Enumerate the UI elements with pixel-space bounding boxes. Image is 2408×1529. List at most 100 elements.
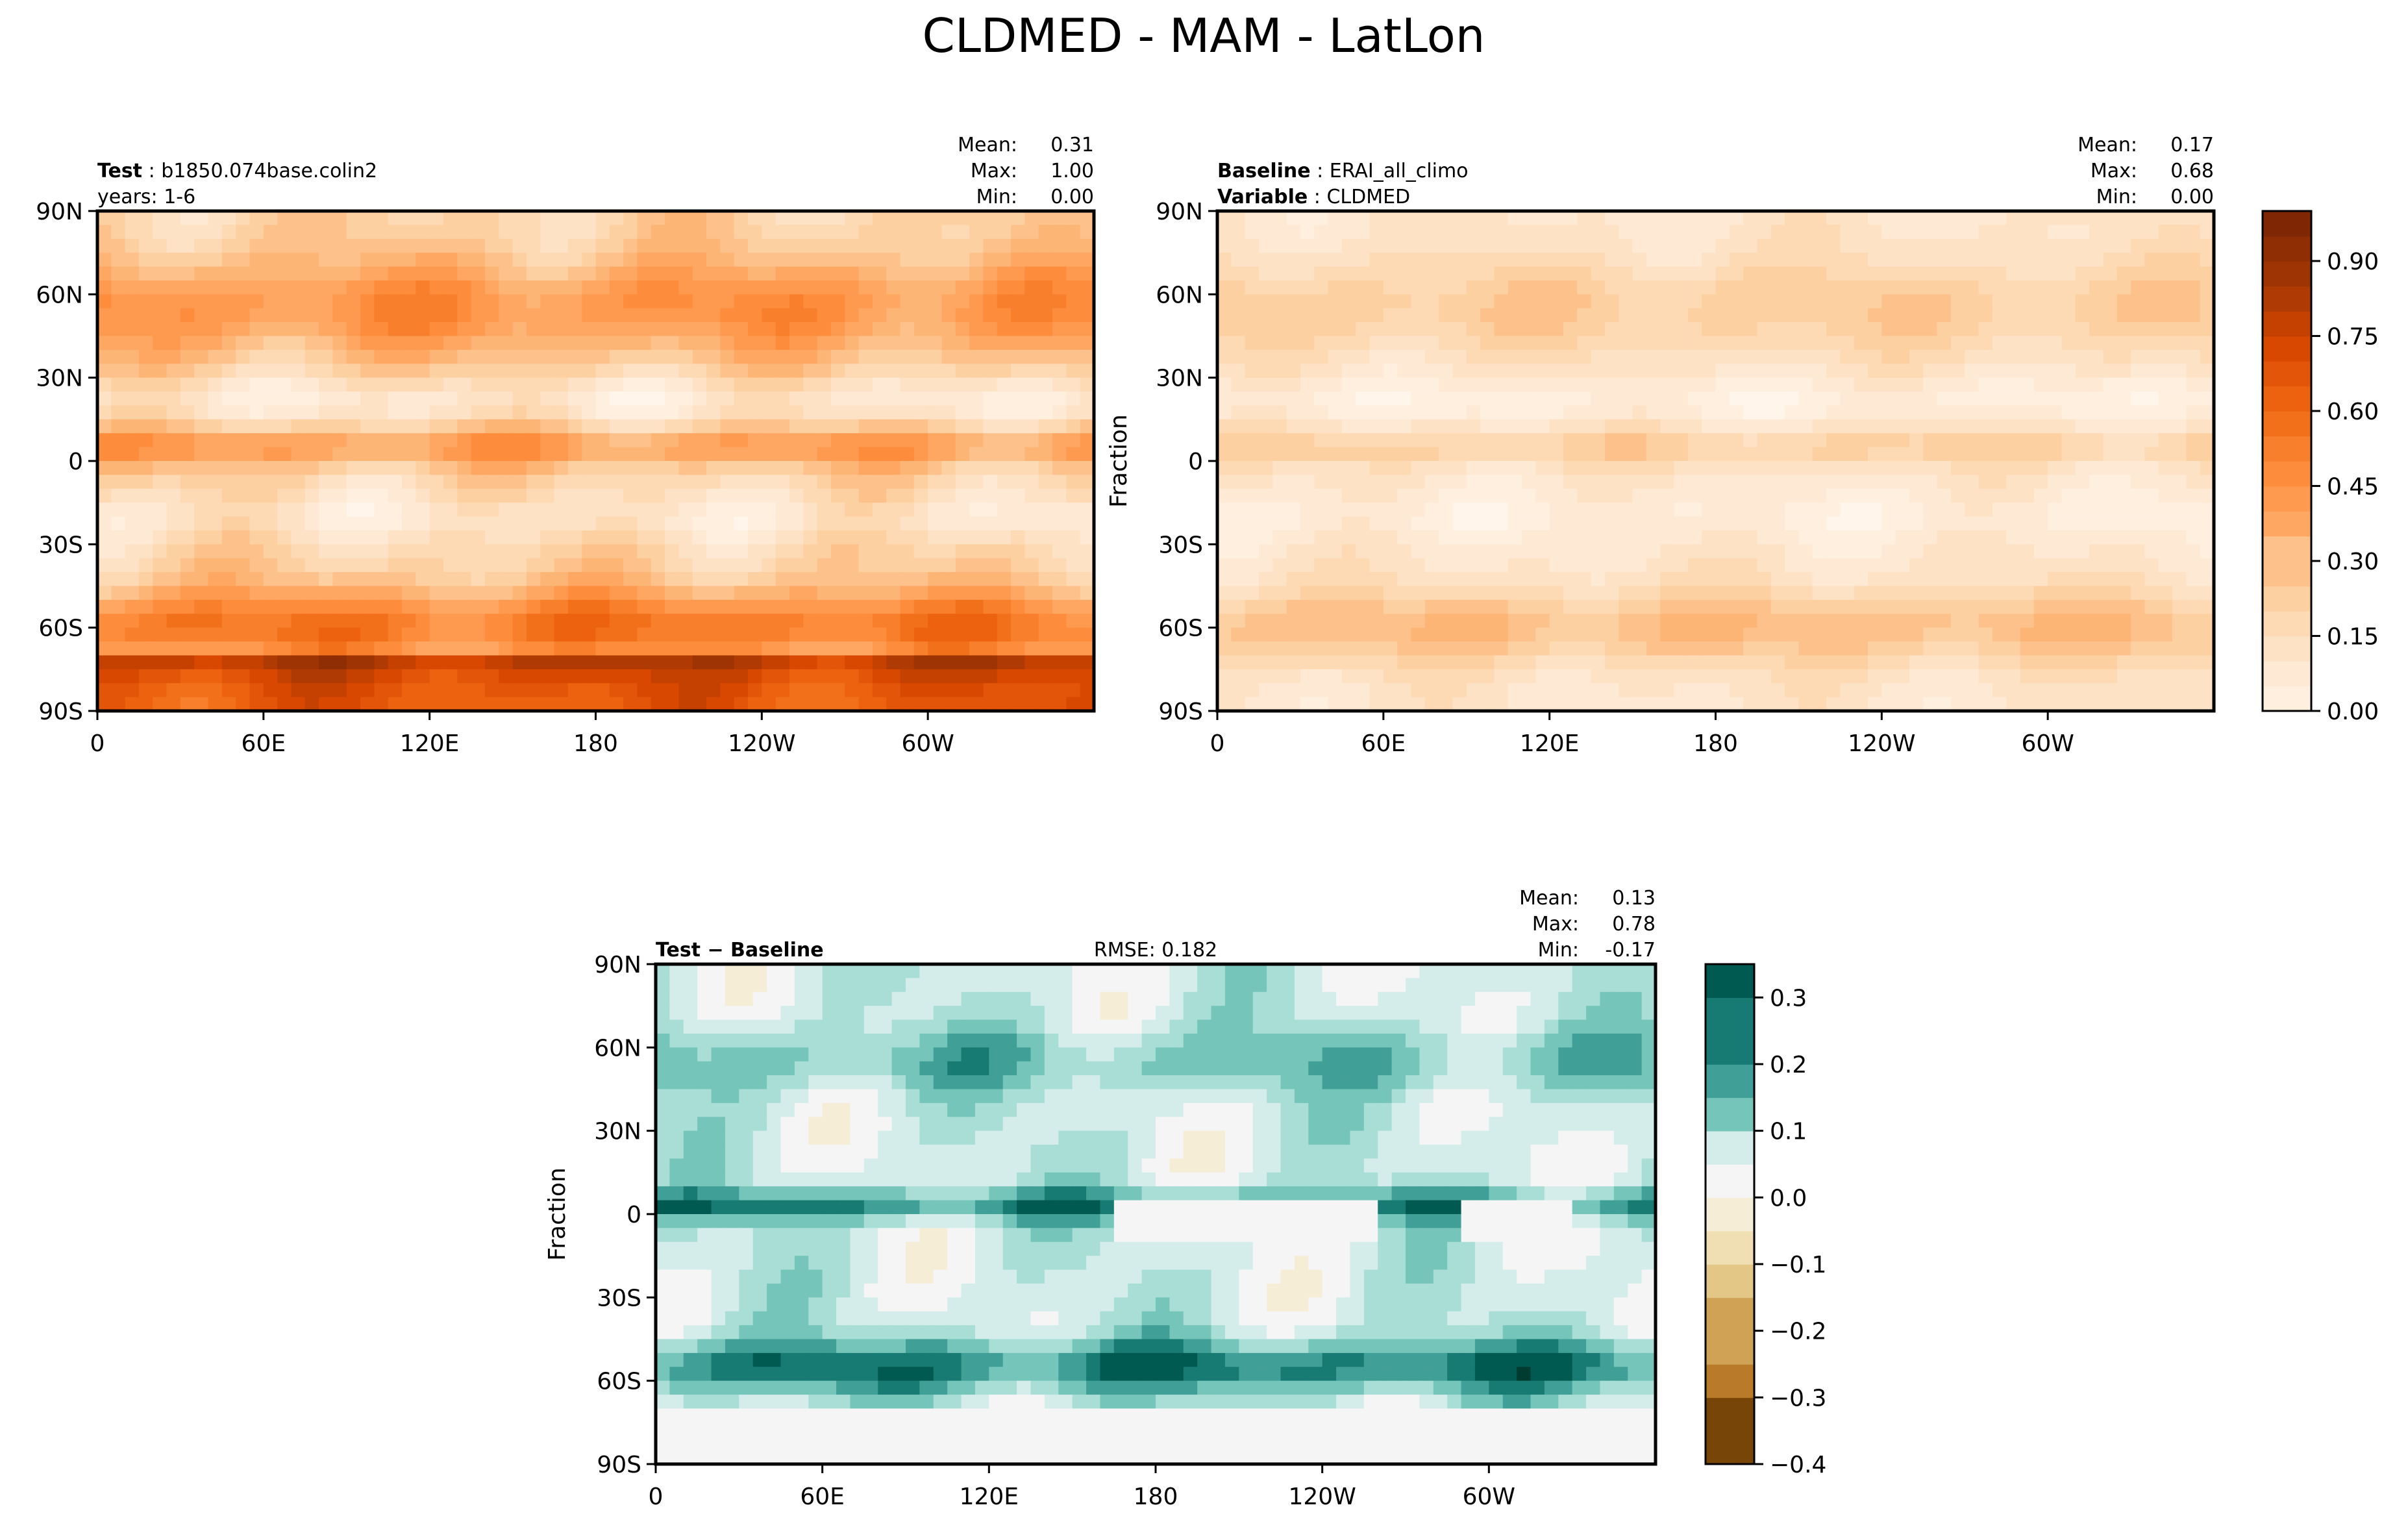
field-cell (1798, 266, 1813, 281)
field-cell (775, 599, 790, 614)
field-cell (955, 475, 970, 490)
field-cell (609, 322, 624, 337)
field-cell (803, 419, 818, 434)
field-cell (1466, 433, 1481, 448)
field-cell (2144, 419, 2159, 434)
field-cell (457, 433, 472, 448)
field-cell (983, 253, 998, 267)
field-cell (1646, 392, 1661, 406)
field-cell (1245, 266, 1260, 281)
field-cell (263, 266, 278, 281)
field-cell (97, 419, 112, 434)
field-cell (1066, 419, 1081, 434)
field-cell (789, 377, 804, 392)
field-cell (1231, 211, 1246, 225)
field-cell (1798, 433, 1813, 448)
field-cell (1660, 503, 1675, 517)
field-cell (983, 683, 998, 698)
field-cell (2158, 516, 2173, 531)
field-cell (789, 572, 804, 587)
field-cell (1411, 544, 1426, 559)
field-cell (2200, 503, 2215, 517)
field-cell (2103, 405, 2118, 420)
field-cell (1011, 461, 1025, 475)
field-cell (554, 461, 569, 475)
field-cell (567, 419, 582, 434)
field-cell (1439, 322, 1454, 337)
field-cell (512, 558, 527, 573)
field-cell (2103, 586, 2118, 601)
field-cell (762, 488, 776, 503)
field-cell (1080, 655, 1095, 670)
field-cell (678, 655, 693, 670)
field-cell (665, 503, 680, 517)
field-cell (1024, 655, 1039, 670)
field-cell (2006, 336, 2021, 351)
field-cell (1895, 211, 1910, 225)
field-cell (1660, 280, 1675, 295)
field-cell (2048, 322, 2063, 337)
field-cell (830, 405, 845, 420)
field-cell (319, 627, 334, 642)
field-cell (236, 392, 251, 406)
field-cell (166, 377, 181, 392)
field-cell (2075, 599, 2090, 614)
field-cell (97, 238, 112, 253)
field-cell (858, 614, 873, 628)
field-cell (886, 572, 901, 587)
field-cell (2075, 405, 2090, 420)
field-cell (1812, 641, 1827, 656)
field-cell (554, 336, 569, 351)
field-cell (2172, 238, 2187, 253)
field-cell (775, 238, 790, 253)
field-cell (2033, 614, 2048, 628)
field-cell (1341, 572, 1356, 587)
field-cell (249, 280, 264, 295)
field-cell (263, 683, 278, 698)
field-cell (955, 294, 970, 309)
field-cell (665, 461, 680, 475)
field-cell (1868, 405, 1882, 420)
field-cell (665, 669, 680, 684)
field-cell (1508, 627, 1522, 642)
field-cell (2131, 349, 2145, 364)
field-cell (900, 614, 915, 628)
field-cell (1646, 614, 1661, 628)
field-cell (208, 377, 223, 392)
field-cell (374, 475, 389, 490)
field-cell (900, 669, 915, 684)
field-cell (277, 392, 292, 406)
field-cell (1785, 586, 1800, 601)
field-cell (1646, 475, 1661, 490)
field-cell (512, 308, 527, 323)
field-cell (1868, 433, 1882, 448)
field-cell (388, 308, 403, 323)
field-cell (595, 683, 610, 698)
field-cell (388, 488, 403, 503)
field-cell (872, 364, 887, 379)
field-cell (1535, 544, 1550, 559)
field-cell (1992, 266, 2007, 281)
field-cell (1535, 266, 1550, 281)
field-cell (582, 266, 597, 281)
field-cell (2158, 488, 2173, 503)
field-cell (443, 614, 458, 628)
field-cell (374, 572, 389, 587)
field-cell (1011, 253, 1025, 267)
field-cell (1563, 572, 1578, 587)
field-cell (2186, 614, 2201, 628)
field-cell (2006, 558, 2021, 573)
field-cell (249, 405, 264, 420)
field-cell (1341, 558, 1356, 573)
field-cell (1466, 641, 1481, 656)
field-cell (1080, 503, 1095, 517)
field-cell (1660, 627, 1675, 642)
figure-title: CLDMED - MAM - LatLon (923, 8, 1485, 63)
field-cell (1272, 308, 1287, 323)
field-cell (1231, 433, 1246, 448)
field-cell (858, 294, 873, 309)
field-cell (623, 641, 638, 656)
field-cell (609, 544, 624, 559)
field-cell (416, 322, 430, 337)
field-cell (1052, 641, 1067, 656)
